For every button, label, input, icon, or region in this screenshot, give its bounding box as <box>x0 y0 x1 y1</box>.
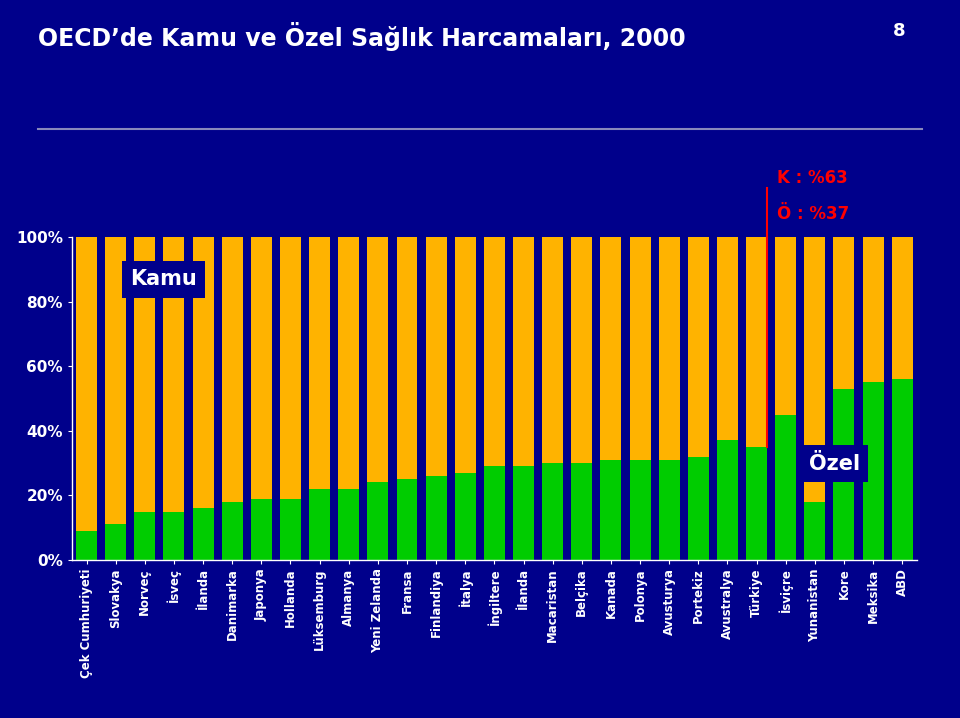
Bar <box>892 237 913 379</box>
Bar <box>833 389 854 560</box>
Bar <box>425 476 446 560</box>
Bar <box>163 237 184 511</box>
Bar <box>396 480 418 560</box>
Bar <box>600 237 621 460</box>
Bar <box>746 237 767 447</box>
Bar <box>134 511 156 560</box>
Bar <box>484 467 505 560</box>
Bar <box>280 498 301 560</box>
Bar <box>863 382 883 560</box>
Bar <box>251 498 272 560</box>
Bar <box>193 237 213 508</box>
Bar <box>76 237 97 531</box>
Bar <box>425 237 446 476</box>
Bar <box>776 237 796 414</box>
Bar <box>600 460 621 560</box>
Bar <box>804 237 826 502</box>
Bar <box>717 237 738 440</box>
Text: 8: 8 <box>893 22 905 39</box>
Bar <box>687 457 708 560</box>
Bar <box>251 237 272 498</box>
Bar <box>630 460 651 560</box>
Text: K : %63: K : %63 <box>777 169 848 187</box>
Bar <box>863 237 883 382</box>
Bar <box>368 237 389 482</box>
Bar <box>222 237 243 502</box>
Bar <box>396 237 418 480</box>
Text: OECD’de Kamu ve Özel Sağlık Harcamaları, 2000: OECD’de Kamu ve Özel Sağlık Harcamaları,… <box>38 22 686 50</box>
Bar <box>630 237 651 460</box>
Bar <box>163 511 184 560</box>
Bar <box>687 237 708 457</box>
Text: Özel: Özel <box>809 454 860 474</box>
Bar <box>193 508 213 560</box>
Bar <box>571 463 592 560</box>
Bar <box>892 379 913 560</box>
Text: Ö : %37: Ö : %37 <box>777 205 849 223</box>
Bar <box>776 414 796 560</box>
Bar <box>717 440 738 560</box>
Bar <box>804 502 826 560</box>
Bar <box>513 237 534 467</box>
Bar <box>659 460 680 560</box>
Bar <box>542 463 564 560</box>
Bar <box>106 237 126 524</box>
Bar <box>746 447 767 560</box>
Bar <box>571 237 592 463</box>
Bar <box>222 502 243 560</box>
Text: Kamu: Kamu <box>131 269 197 289</box>
Bar <box>368 482 389 560</box>
Bar <box>513 467 534 560</box>
Bar <box>455 472 476 560</box>
Bar <box>280 237 301 498</box>
Bar <box>833 237 854 389</box>
Bar <box>309 237 330 489</box>
Bar <box>106 524 126 560</box>
Bar <box>542 237 564 463</box>
Bar <box>338 489 359 560</box>
Bar <box>134 237 156 511</box>
Bar <box>455 237 476 472</box>
Bar <box>309 489 330 560</box>
Bar <box>338 237 359 489</box>
Bar <box>659 237 680 460</box>
Bar <box>484 237 505 467</box>
Bar <box>76 531 97 560</box>
